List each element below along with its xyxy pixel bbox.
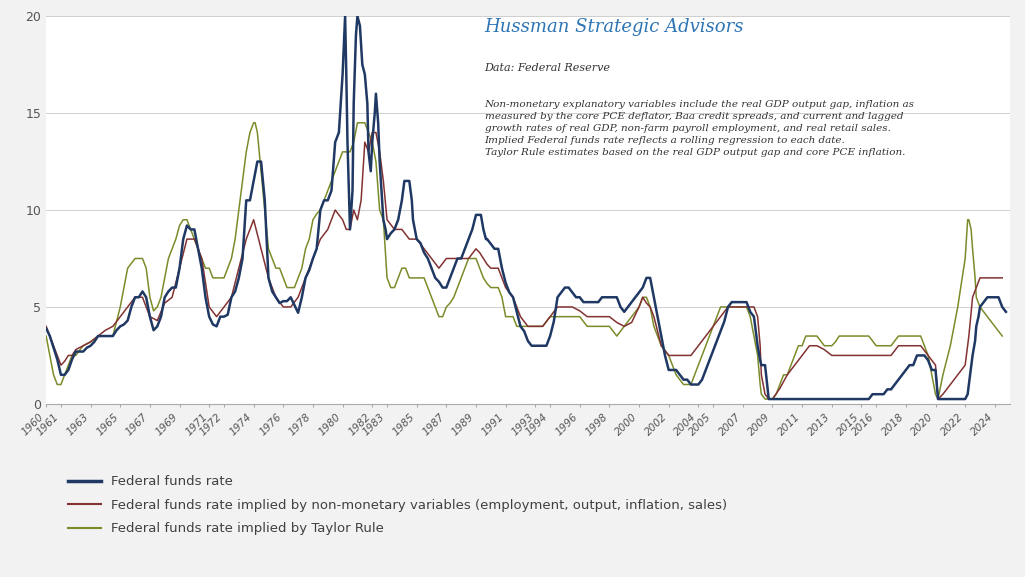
Text: Hussman Strategic Advisors: Hussman Strategic Advisors [485, 18, 744, 36]
Legend: Federal funds rate, Federal funds rate implied by non-monetary variables (employ: Federal funds rate, Federal funds rate i… [63, 470, 733, 541]
Text: Non-monetary explanatory variables include the real GDP output gap, inflation as: Non-monetary explanatory variables inclu… [485, 99, 914, 157]
Text: Data: Federal Reserve: Data: Federal Reserve [485, 63, 611, 73]
